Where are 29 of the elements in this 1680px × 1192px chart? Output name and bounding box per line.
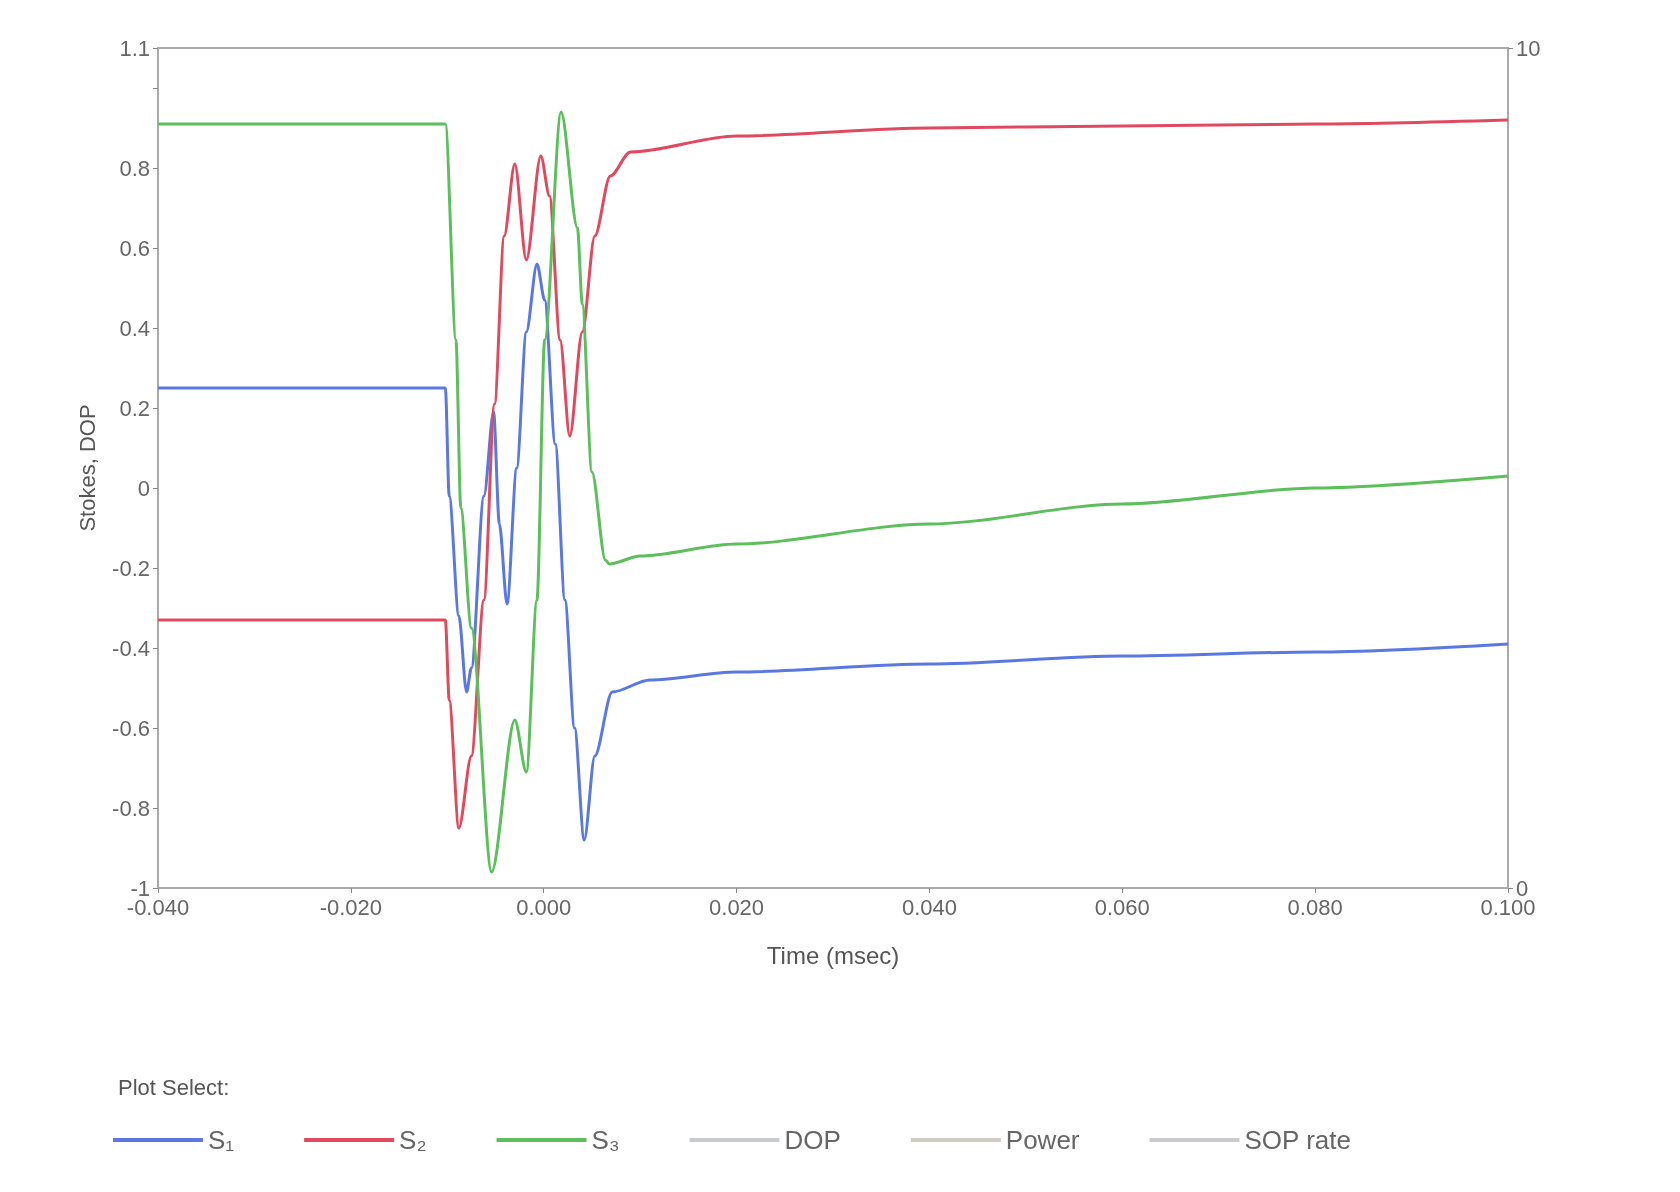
y-axis-title: Stokes, DOP bbox=[74, 404, 100, 532]
y2-tick-label: 0 bbox=[1516, 875, 1529, 901]
y-tick-label: -0.6 bbox=[112, 715, 150, 741]
y2-tick-label: 10 bbox=[1516, 35, 1541, 61]
line-series bbox=[156, 262, 1510, 842]
y-tick-label: -1 bbox=[130, 875, 150, 901]
y-tick-label: 0 bbox=[137, 475, 150, 501]
legend-label: S₃ bbox=[591, 1125, 620, 1155]
legend-label: S₂ bbox=[399, 1125, 427, 1155]
x-tick-label: 0.020 bbox=[709, 894, 765, 920]
legend-label: SOP rate bbox=[1244, 1125, 1351, 1155]
x-axis-title: Time (msec) bbox=[766, 941, 900, 969]
x-tick-label: 0.000 bbox=[516, 894, 572, 920]
x-tick-label: 0.040 bbox=[901, 894, 957, 920]
y-tick-label: 0.8 bbox=[119, 155, 150, 181]
y-tick-label: 0.6 bbox=[119, 235, 150, 261]
legend-title: Plot Select: bbox=[118, 1074, 230, 1100]
y-tick-label: -0.2 bbox=[112, 555, 150, 581]
legend-label: S₁ bbox=[208, 1125, 235, 1155]
x-tick-label: -0.020 bbox=[319, 894, 383, 920]
x-tick-label: 0.080 bbox=[1287, 894, 1343, 920]
legend-label: DOP bbox=[784, 1125, 841, 1155]
y-tick-label: 0.2 bbox=[119, 395, 150, 421]
legend-label: Power bbox=[1005, 1125, 1080, 1155]
x-tick-label: 0.060 bbox=[1094, 894, 1150, 920]
y-tick-label: -0.4 bbox=[112, 635, 150, 661]
y-tick-label: 0.4 bbox=[119, 315, 150, 341]
y-tick-label: -0.8 bbox=[112, 795, 150, 821]
y-tick-label: 1.1 bbox=[119, 35, 150, 61]
